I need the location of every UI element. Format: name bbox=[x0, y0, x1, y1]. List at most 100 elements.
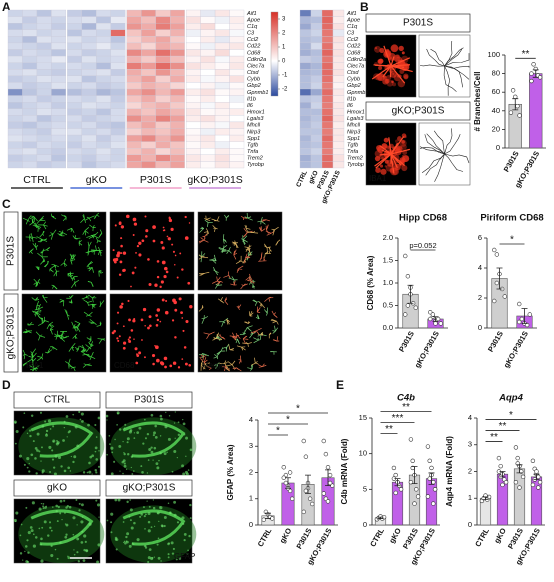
micrograph-feature bbox=[268, 296, 272, 299]
micrograph-feature bbox=[167, 237, 171, 241]
heatmap-cell bbox=[141, 154, 156, 162]
heatmap-cell bbox=[81, 16, 97, 24]
micrograph-feature bbox=[31, 237, 34, 242]
micrograph-feature bbox=[27, 219, 30, 222]
data-point bbox=[492, 298, 497, 304]
heatmap-cell bbox=[67, 141, 82, 149]
micrograph-feature bbox=[89, 356, 92, 361]
micrograph-feature bbox=[26, 432, 29, 435]
micrograph-feature bbox=[206, 231, 209, 236]
micrograph-feature bbox=[23, 412, 26, 415]
micrograph-feature bbox=[144, 546, 148, 549]
micrograph-feature bbox=[120, 252, 123, 254]
micrograph-feature bbox=[96, 240, 99, 244]
micrograph-feature bbox=[249, 273, 251, 277]
micrograph-feature bbox=[203, 332, 210, 335]
heatmap-cell bbox=[7, 42, 23, 50]
micrograph-feature bbox=[86, 337, 92, 341]
heatmap-cell bbox=[36, 148, 52, 155]
heatmap-cell bbox=[7, 115, 23, 123]
heatmap-cell bbox=[7, 128, 23, 136]
stain-label: IBA1 bbox=[369, 174, 387, 183]
panel-letter: D bbox=[2, 378, 11, 392]
heatmap-cell bbox=[67, 95, 82, 103]
heatmap-cell bbox=[36, 62, 52, 70]
micrograph-feature bbox=[28, 462, 30, 465]
heatmap-cell bbox=[332, 102, 345, 109]
heatmap-cell bbox=[155, 75, 171, 83]
heatmap-cell bbox=[332, 141, 345, 149]
micrograph-feature bbox=[123, 462, 126, 465]
micrograph-feature bbox=[36, 300, 40, 306]
micrograph-feature bbox=[138, 241, 142, 245]
micrograph-feature bbox=[183, 346, 187, 349]
data-point bbox=[508, 110, 514, 115]
heatmap-cell bbox=[200, 121, 216, 129]
micrograph-feature bbox=[144, 356, 146, 359]
micrograph-feature bbox=[27, 531, 31, 535]
micrograph-feature bbox=[389, 65, 392, 78]
micrograph-feature bbox=[22, 217, 28, 221]
heatmap-cell bbox=[110, 55, 126, 63]
error-bar bbox=[285, 477, 291, 489]
micrograph-feature bbox=[129, 508, 133, 512]
micrograph-feature bbox=[29, 434, 32, 438]
micrograph-feature bbox=[203, 357, 207, 363]
micrograph-feature bbox=[215, 363, 218, 369]
micrograph-feature bbox=[28, 321, 33, 326]
heatmap-cell bbox=[214, 62, 230, 70]
micrograph-feature bbox=[30, 232, 33, 238]
micrograph-feature bbox=[98, 450, 100, 452]
heatmap-cell bbox=[185, 29, 201, 37]
micrograph-feature bbox=[113, 329, 116, 333]
heatmap-cell bbox=[299, 128, 312, 136]
micrograph-feature bbox=[252, 231, 255, 233]
gene-label: Gpnmb1 bbox=[247, 90, 268, 96]
gene-label: Il6 bbox=[347, 103, 354, 109]
data-point bbox=[438, 321, 443, 326]
micrograph-feature bbox=[38, 335, 41, 341]
heatmap-cell bbox=[81, 102, 97, 109]
heatmap-cell bbox=[332, 75, 345, 83]
micrograph-feature bbox=[67, 273, 71, 278]
micrograph-feature bbox=[139, 515, 142, 518]
micrograph-feature bbox=[204, 219, 209, 223]
data-point bbox=[429, 465, 434, 471]
heatmap-cell bbox=[299, 36, 312, 44]
micrograph-feature bbox=[67, 555, 69, 558]
micrograph-feature bbox=[126, 500, 129, 504]
data-point bbox=[321, 491, 326, 496]
micrograph-feature bbox=[249, 312, 254, 317]
y-axis-label: GFAP (% Area) bbox=[226, 444, 235, 500]
heatmap-cell bbox=[81, 29, 97, 37]
micrograph-feature bbox=[131, 473, 134, 475]
heatmap-cell bbox=[81, 9, 97, 17]
heatmap-cell bbox=[36, 128, 52, 136]
micrograph-feature bbox=[222, 346, 227, 349]
heatmap-cell bbox=[332, 128, 345, 136]
micrograph-feature bbox=[53, 466, 56, 469]
heatmap-cell bbox=[7, 49, 23, 57]
heatmap-cell bbox=[22, 29, 38, 37]
heatmap-cell bbox=[96, 69, 111, 76]
micrograph-feature bbox=[384, 78, 390, 84]
micrograph-feature bbox=[40, 261, 43, 265]
micrograph-feature bbox=[50, 553, 54, 558]
y-tick-label: 6 bbox=[478, 233, 482, 242]
heatmap-cell bbox=[81, 115, 97, 123]
heatmap-cell bbox=[96, 82, 111, 90]
channel-label: IBA1 bbox=[26, 361, 44, 370]
heatmap-cell bbox=[126, 36, 142, 44]
micrograph-feature bbox=[200, 358, 205, 363]
micrograph-feature bbox=[169, 364, 173, 368]
micrograph-feature bbox=[92, 305, 96, 308]
micrograph bbox=[13, 498, 105, 564]
micrograph-feature bbox=[225, 346, 228, 350]
micrograph-feature bbox=[235, 338, 238, 344]
micrograph-feature bbox=[258, 301, 262, 304]
micrograph-feature bbox=[433, 130, 445, 155]
micrograph-feature bbox=[135, 251, 137, 254]
micrograph-feature bbox=[258, 339, 261, 341]
micrograph-feature bbox=[88, 241, 92, 247]
micrograph-feature bbox=[93, 231, 99, 237]
